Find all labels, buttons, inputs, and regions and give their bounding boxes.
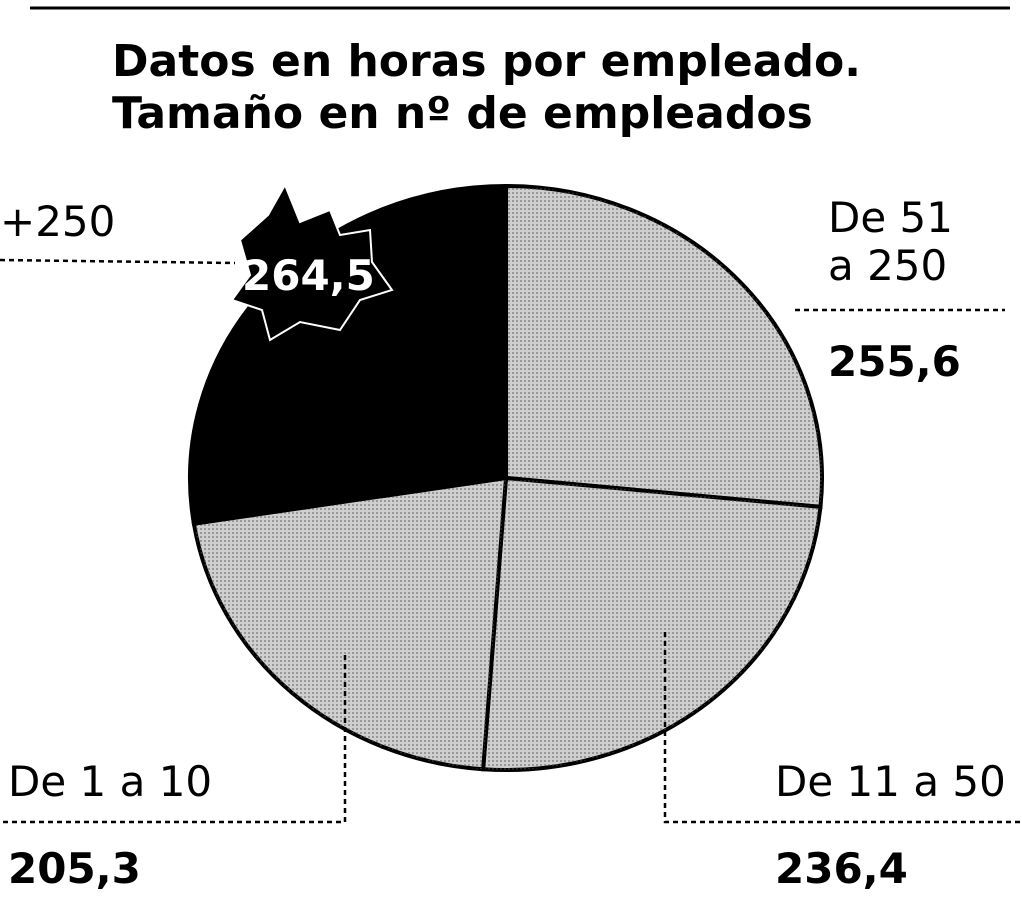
chart: Datos en horas por empleado. Tamaño en n…	[0, 0, 1022, 898]
slice-label: De 1 a 10	[8, 758, 212, 806]
slice-texture	[506, 186, 822, 507]
slice-label: De 11 a 50	[775, 758, 1006, 806]
value-label: 205,3	[8, 845, 141, 893]
value-label: 264,5	[242, 252, 375, 300]
slice-label: De 51 a 250	[828, 194, 978, 290]
value-label: 236,4	[775, 845, 908, 893]
chart-subtitle: Tamaño en nº de empleados	[112, 88, 813, 140]
chart-title: Datos en horas por empleado.	[112, 36, 861, 88]
slice-label: +250	[0, 198, 115, 246]
slice-texture	[483, 478, 820, 770]
slice-texture	[194, 478, 506, 769]
value-label: 255,6	[828, 338, 961, 386]
